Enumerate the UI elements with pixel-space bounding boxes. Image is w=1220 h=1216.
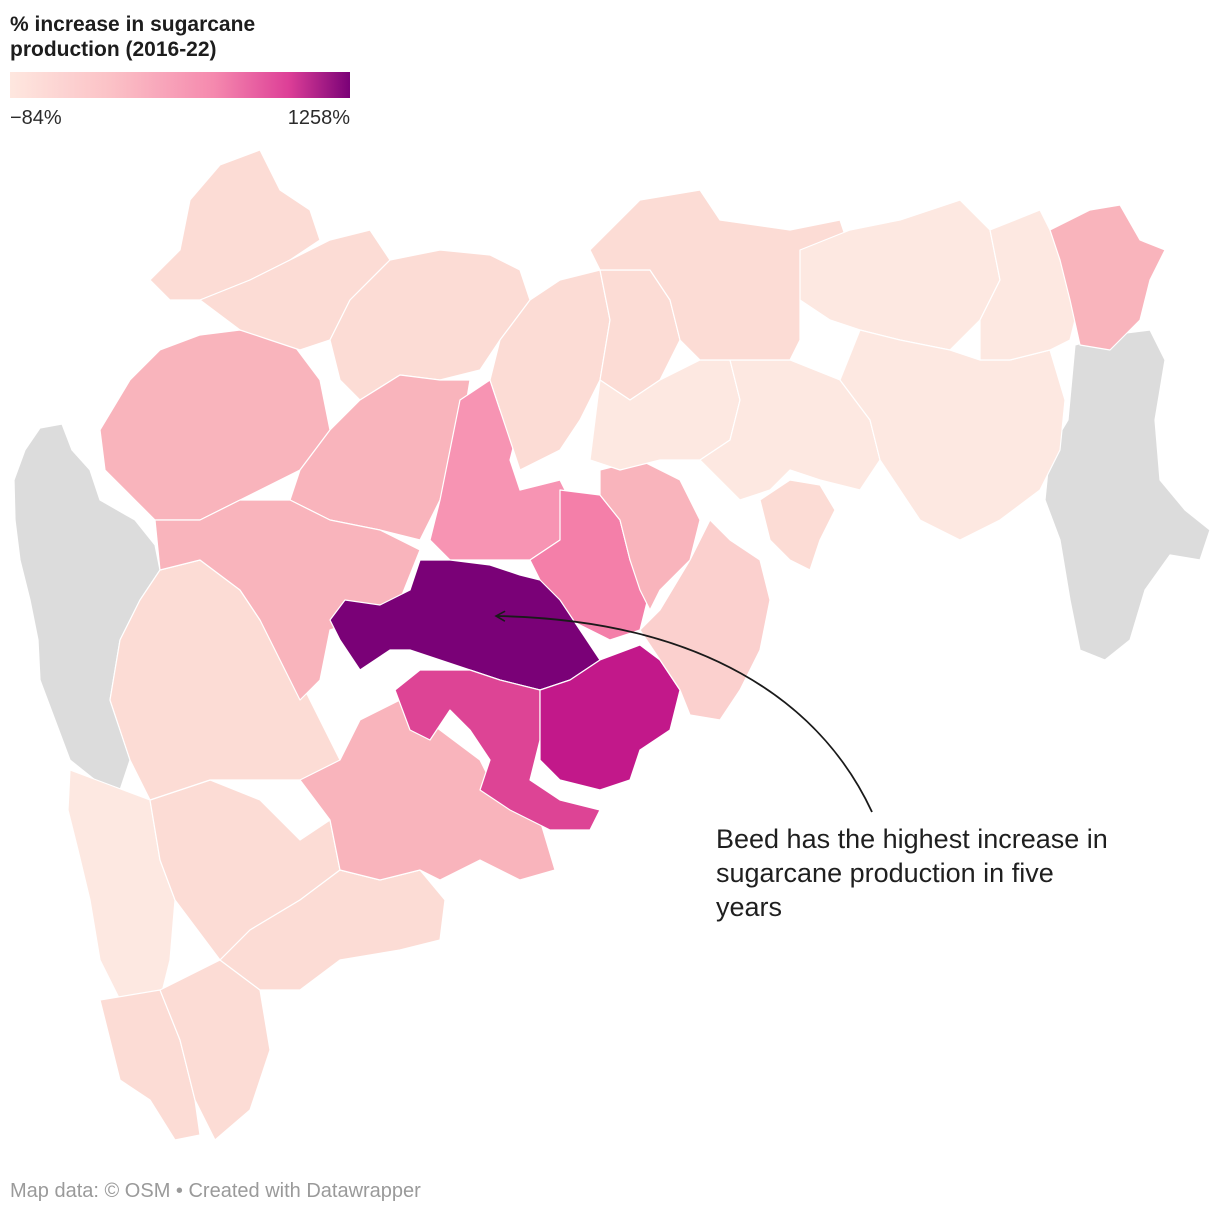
annotation-arrow xyxy=(494,610,873,813)
district-regions xyxy=(13,149,1211,1141)
district-hingoli xyxy=(599,459,701,611)
district-satara-region xyxy=(299,699,556,881)
district-gondia xyxy=(1049,204,1166,351)
district-no-data-east xyxy=(1044,329,1211,661)
footer-separator: • xyxy=(170,1180,189,1202)
district-nanded-east xyxy=(759,479,836,571)
district-amravati xyxy=(589,189,851,361)
map-credit: Map data: © OSM xyxy=(10,1180,171,1202)
legend-max-label: 1258% xyxy=(287,107,350,129)
district-osmanabad xyxy=(394,669,601,831)
district-nanded xyxy=(639,519,771,721)
legend: % increase in sugarcane production (2016… xyxy=(10,12,350,135)
district-buldhana xyxy=(489,269,611,471)
district-no-data-coast-north xyxy=(13,423,161,791)
district-chandrapur xyxy=(839,329,1066,541)
footer: Map data: © OSM • Created with Datawrapp… xyxy=(10,1180,421,1203)
district-latur xyxy=(539,644,681,791)
tool-credit: Created with Datawrapper xyxy=(188,1180,421,1202)
legend-gradient-bar xyxy=(10,72,350,98)
district-beed xyxy=(329,559,601,691)
legend-min-label: −84% xyxy=(10,107,62,129)
annotation-text: Beed has the highest increase in sugarca… xyxy=(716,824,1108,922)
legend-title: % increase in sugarcane production (2016… xyxy=(10,13,256,61)
